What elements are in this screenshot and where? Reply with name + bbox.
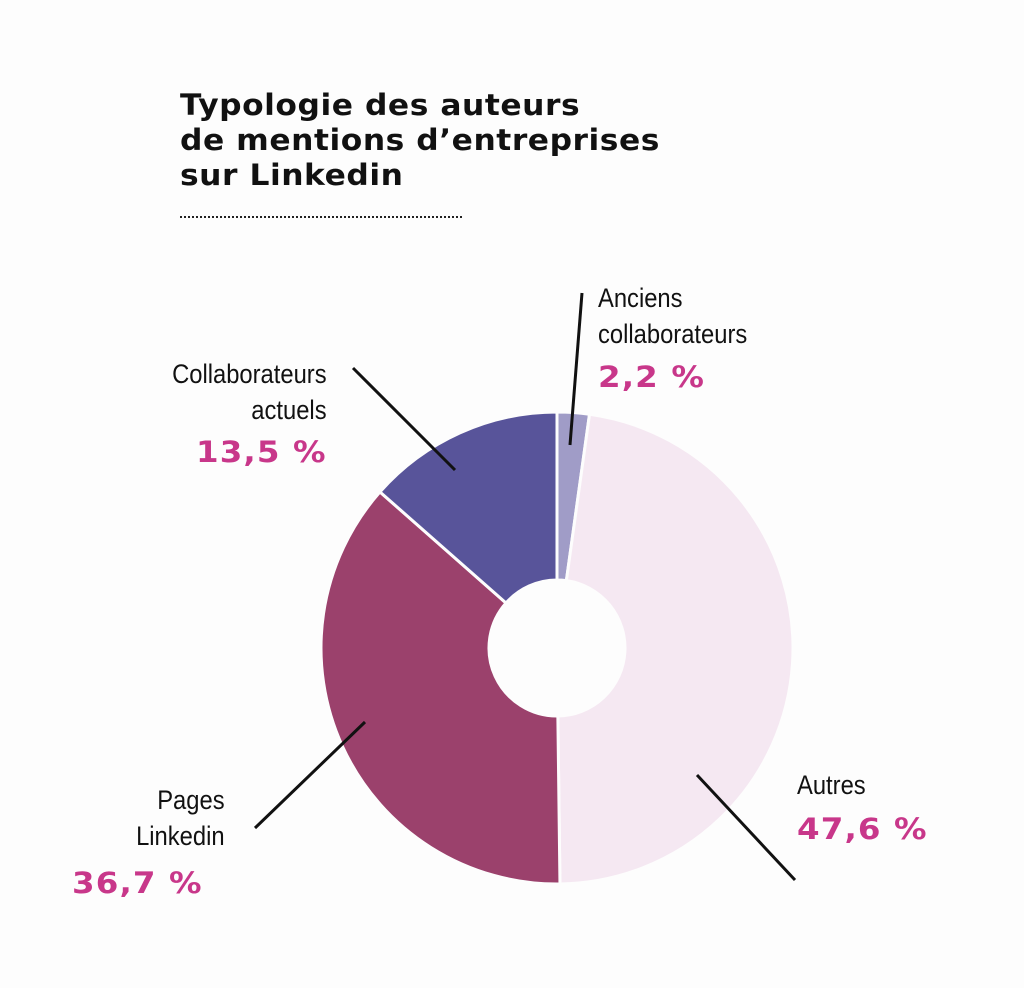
title-divider [180,216,462,218]
title-line: de mentions d’entreprises [180,123,660,157]
value-label-anciens: 2,2 % [598,360,705,394]
leader-line-pages [253,720,367,830]
slice-label-pages: Pages Linkedin [136,782,225,854]
slice-label-anciens: Anciens collaborateurs [598,280,747,352]
leader-line-collaborateurs [351,366,457,472]
slice-label-autres: Autres [797,767,866,803]
title-line: Typologie des auteurs [180,88,581,122]
value-label-autres: 47,6 % [797,812,928,846]
leader-line-autres [695,773,797,882]
label-line: Pages [157,785,225,815]
donut-slice-pages [319,489,562,886]
label-line: Autres [797,770,866,800]
label-line: actuels [251,395,327,425]
leader-line-anciens [568,292,584,446]
label-line: collaborateurs [598,319,748,349]
slice-label-collaborateurs: Collaborateurs actuels [172,356,327,428]
value-label-pages: 36,7 % [72,866,203,900]
donut-slice-autres [556,412,795,886]
title-line: sur Linkedin [180,158,404,192]
label-line: Anciens [598,283,683,313]
donut-slice-collaborateurs [377,410,559,606]
value-label-collaborateurs: 13,5 % [196,435,327,469]
label-line: Linkedin [136,821,225,851]
chart-title: Typologie des auteurs de mentions d’entr… [180,88,660,193]
label-line: Collaborateurs [172,359,327,389]
